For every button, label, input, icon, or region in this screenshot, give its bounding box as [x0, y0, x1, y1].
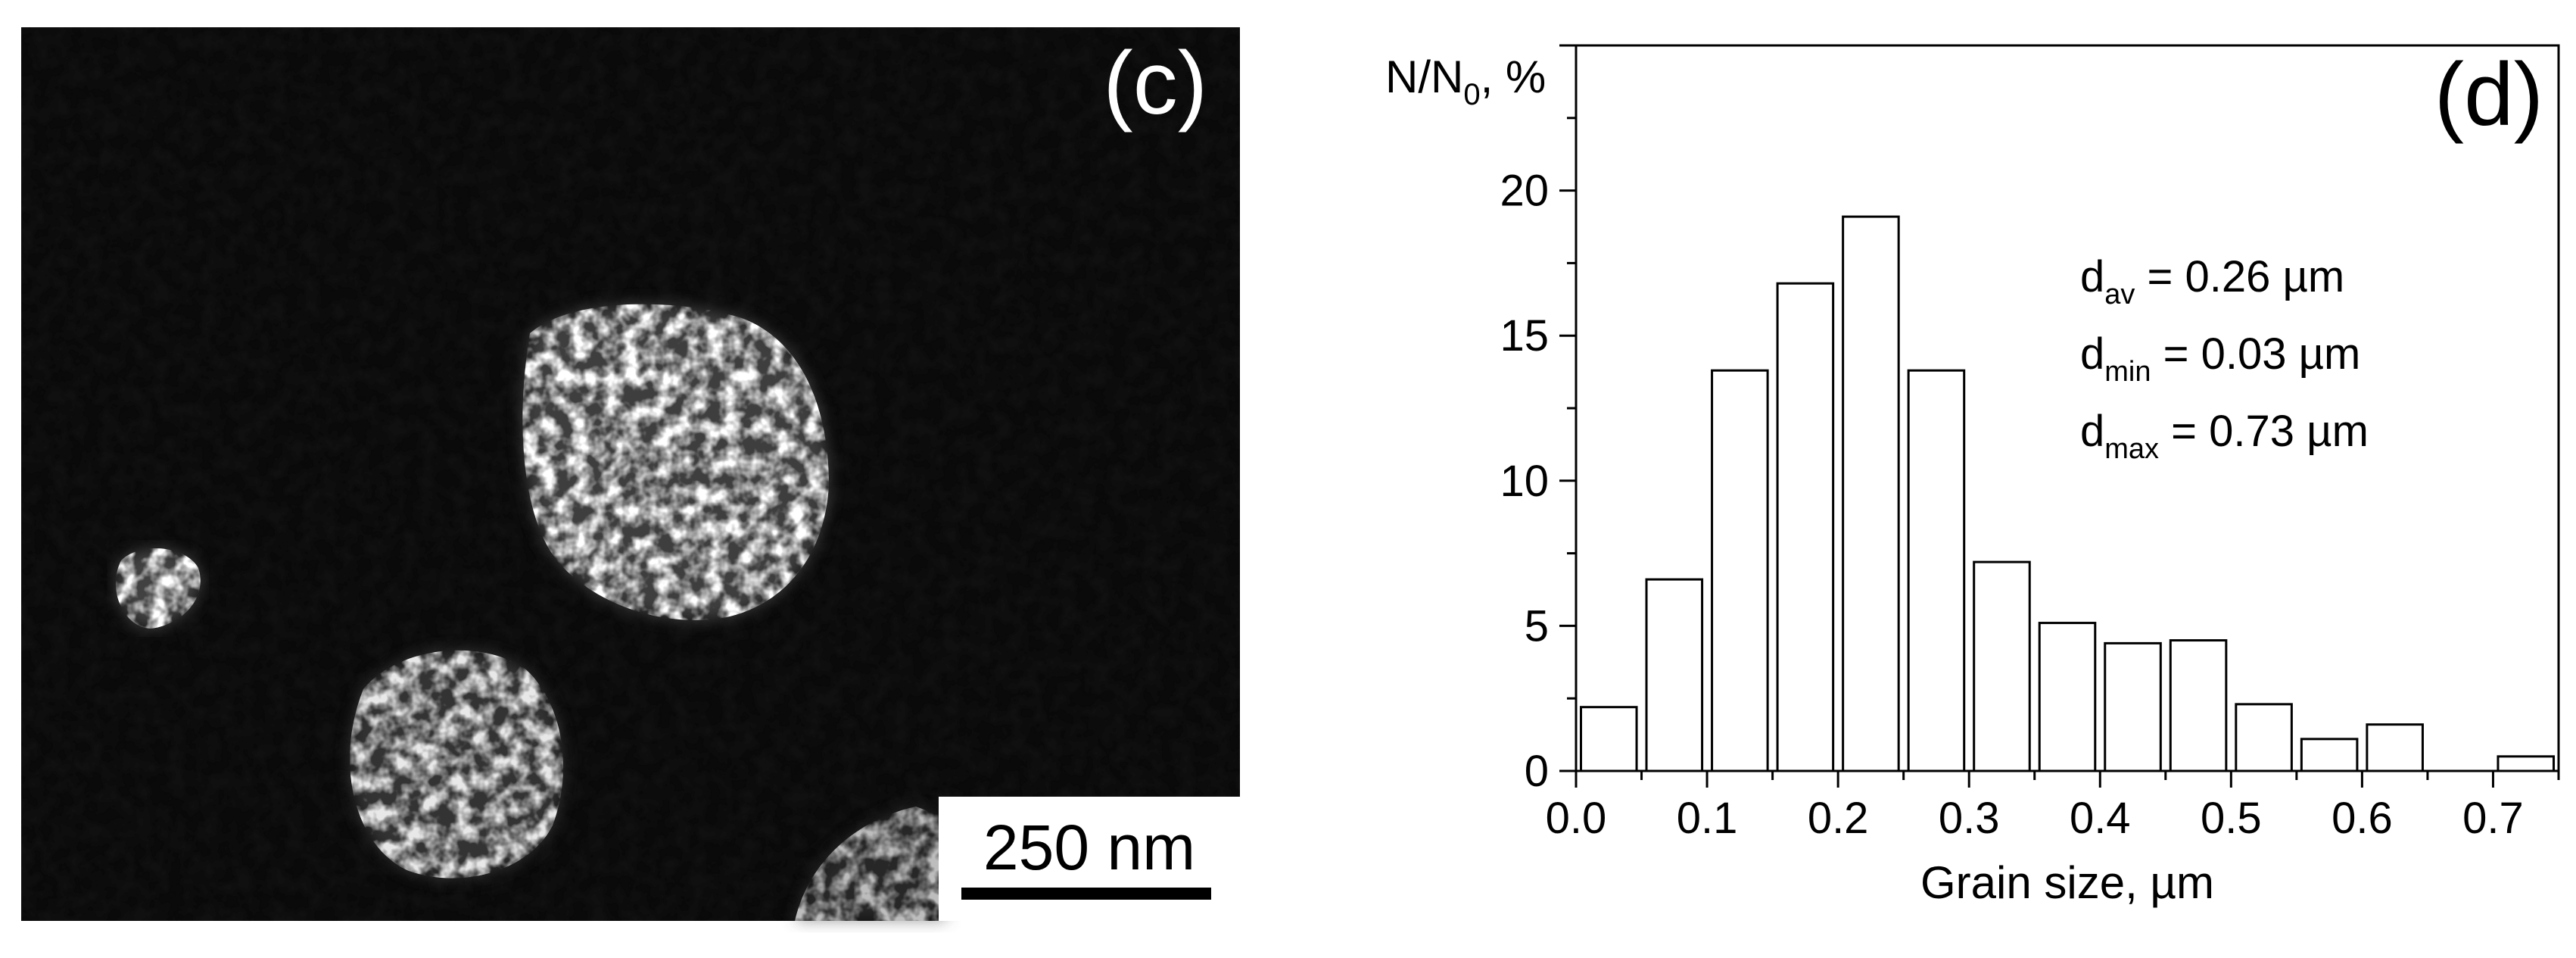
- histogram-bar-7: [2038, 622, 2097, 772]
- y-axis-ticks: 0 5 10 15 20: [1500, 44, 1576, 796]
- annotation-d-min: dmin = 0.03 µm: [2080, 329, 2360, 388]
- histogram-bar-0: [1579, 706, 1638, 772]
- histogram-bar-6: [1973, 560, 2031, 772]
- x-axis-ticks: 0.0 0.1 0.2 0.3 0.4 0.5 0.6 0.7: [1546, 771, 2560, 843]
- annotation-d-av-base: d: [2080, 252, 2104, 301]
- histogram-bar-1: [1645, 578, 1704, 772]
- y-axis-label-suffix: , %: [1481, 51, 1547, 102]
- annotation-d-min-value: = 0.03 µm: [2151, 329, 2361, 379]
- annotation-d-max-value: = 0.73 µm: [2159, 407, 2369, 456]
- histogram-bar-4: [1842, 215, 1900, 772]
- x-tick-label: 0.0: [1546, 794, 1607, 843]
- y-axis-label: N/N0, %: [1385, 51, 1546, 111]
- histogram-bar-8: [2104, 641, 2162, 772]
- annotation-d-min-sub: min: [2104, 356, 2151, 388]
- x-axis-label: Grain size, µm: [1920, 857, 2214, 908]
- histogram-bar-14: [2497, 755, 2556, 772]
- y-axis-label-subscript: 0: [1463, 78, 1480, 111]
- x-tick-label: 0.5: [2201, 794, 2262, 843]
- grain-corner: [795, 807, 946, 921]
- annotation-d-max: dmax = 0.73 µm: [2080, 407, 2369, 465]
- annotation-d-av-value: = 0.26 µm: [2135, 252, 2344, 301]
- scale-bar: [961, 888, 1211, 900]
- scale-bar-box: [939, 797, 1240, 921]
- micrograph-panel: (c) 250 nm: [21, 27, 1240, 921]
- histogram-panel-label: (d): [2434, 45, 2543, 145]
- histogram-bar-10: [2235, 703, 2293, 772]
- annotation-d-av: dav = 0.26 µm: [2080, 252, 2344, 310]
- histogram-bar-2: [1711, 369, 1769, 772]
- annotation-d-min-base: d: [2080, 329, 2104, 379]
- annotation-d-max-base: d: [2080, 407, 2104, 456]
- histogram-bar-3: [1776, 282, 1835, 772]
- x-tick-label: 0.2: [1808, 794, 1869, 843]
- statistics-annotations: dav = 0.26 µm dmin = 0.03 µm dmax = 0.73…: [2080, 252, 2369, 465]
- y-axis-label-main: N/N: [1385, 51, 1463, 102]
- y-tick-label: 10: [1500, 457, 1549, 506]
- grain-large: [522, 304, 829, 620]
- micrograph-panel-label: (c): [1103, 33, 1207, 133]
- x-tick-label: 0.6: [2331, 794, 2393, 843]
- y-tick-label: 5: [1525, 601, 1549, 651]
- annotation-d-av-sub: av: [2104, 279, 2135, 310]
- grain-lower: [350, 650, 564, 878]
- x-tick-label: 0.1: [1677, 794, 1738, 843]
- histogram-bar-5: [1907, 369, 1966, 772]
- annotation-d-max-sub: max: [2104, 433, 2159, 465]
- y-tick-label: 0: [1525, 747, 1549, 796]
- y-tick-label: 20: [1500, 167, 1549, 216]
- grain-small: [115, 548, 201, 629]
- x-tick-label: 0.3: [1939, 794, 2000, 843]
- histogram-bar-9: [2169, 639, 2228, 772]
- histogram-bar-11: [2300, 738, 2359, 772]
- x-tick-label: 0.4: [2070, 794, 2131, 843]
- histogram-panel: 0.0 0.1 0.2 0.3 0.4 0.5 0.6 0.7 0 5 10 15 20 (d) N/…: [1385, 44, 2560, 908]
- scale-bar-label: 250 nm: [983, 812, 1195, 883]
- histogram-bar-12: [2366, 723, 2424, 772]
- x-tick-label: 0.7: [2462, 794, 2524, 843]
- y-tick-label: 15: [1500, 311, 1549, 360]
- histogram-bars: [1579, 215, 2556, 772]
